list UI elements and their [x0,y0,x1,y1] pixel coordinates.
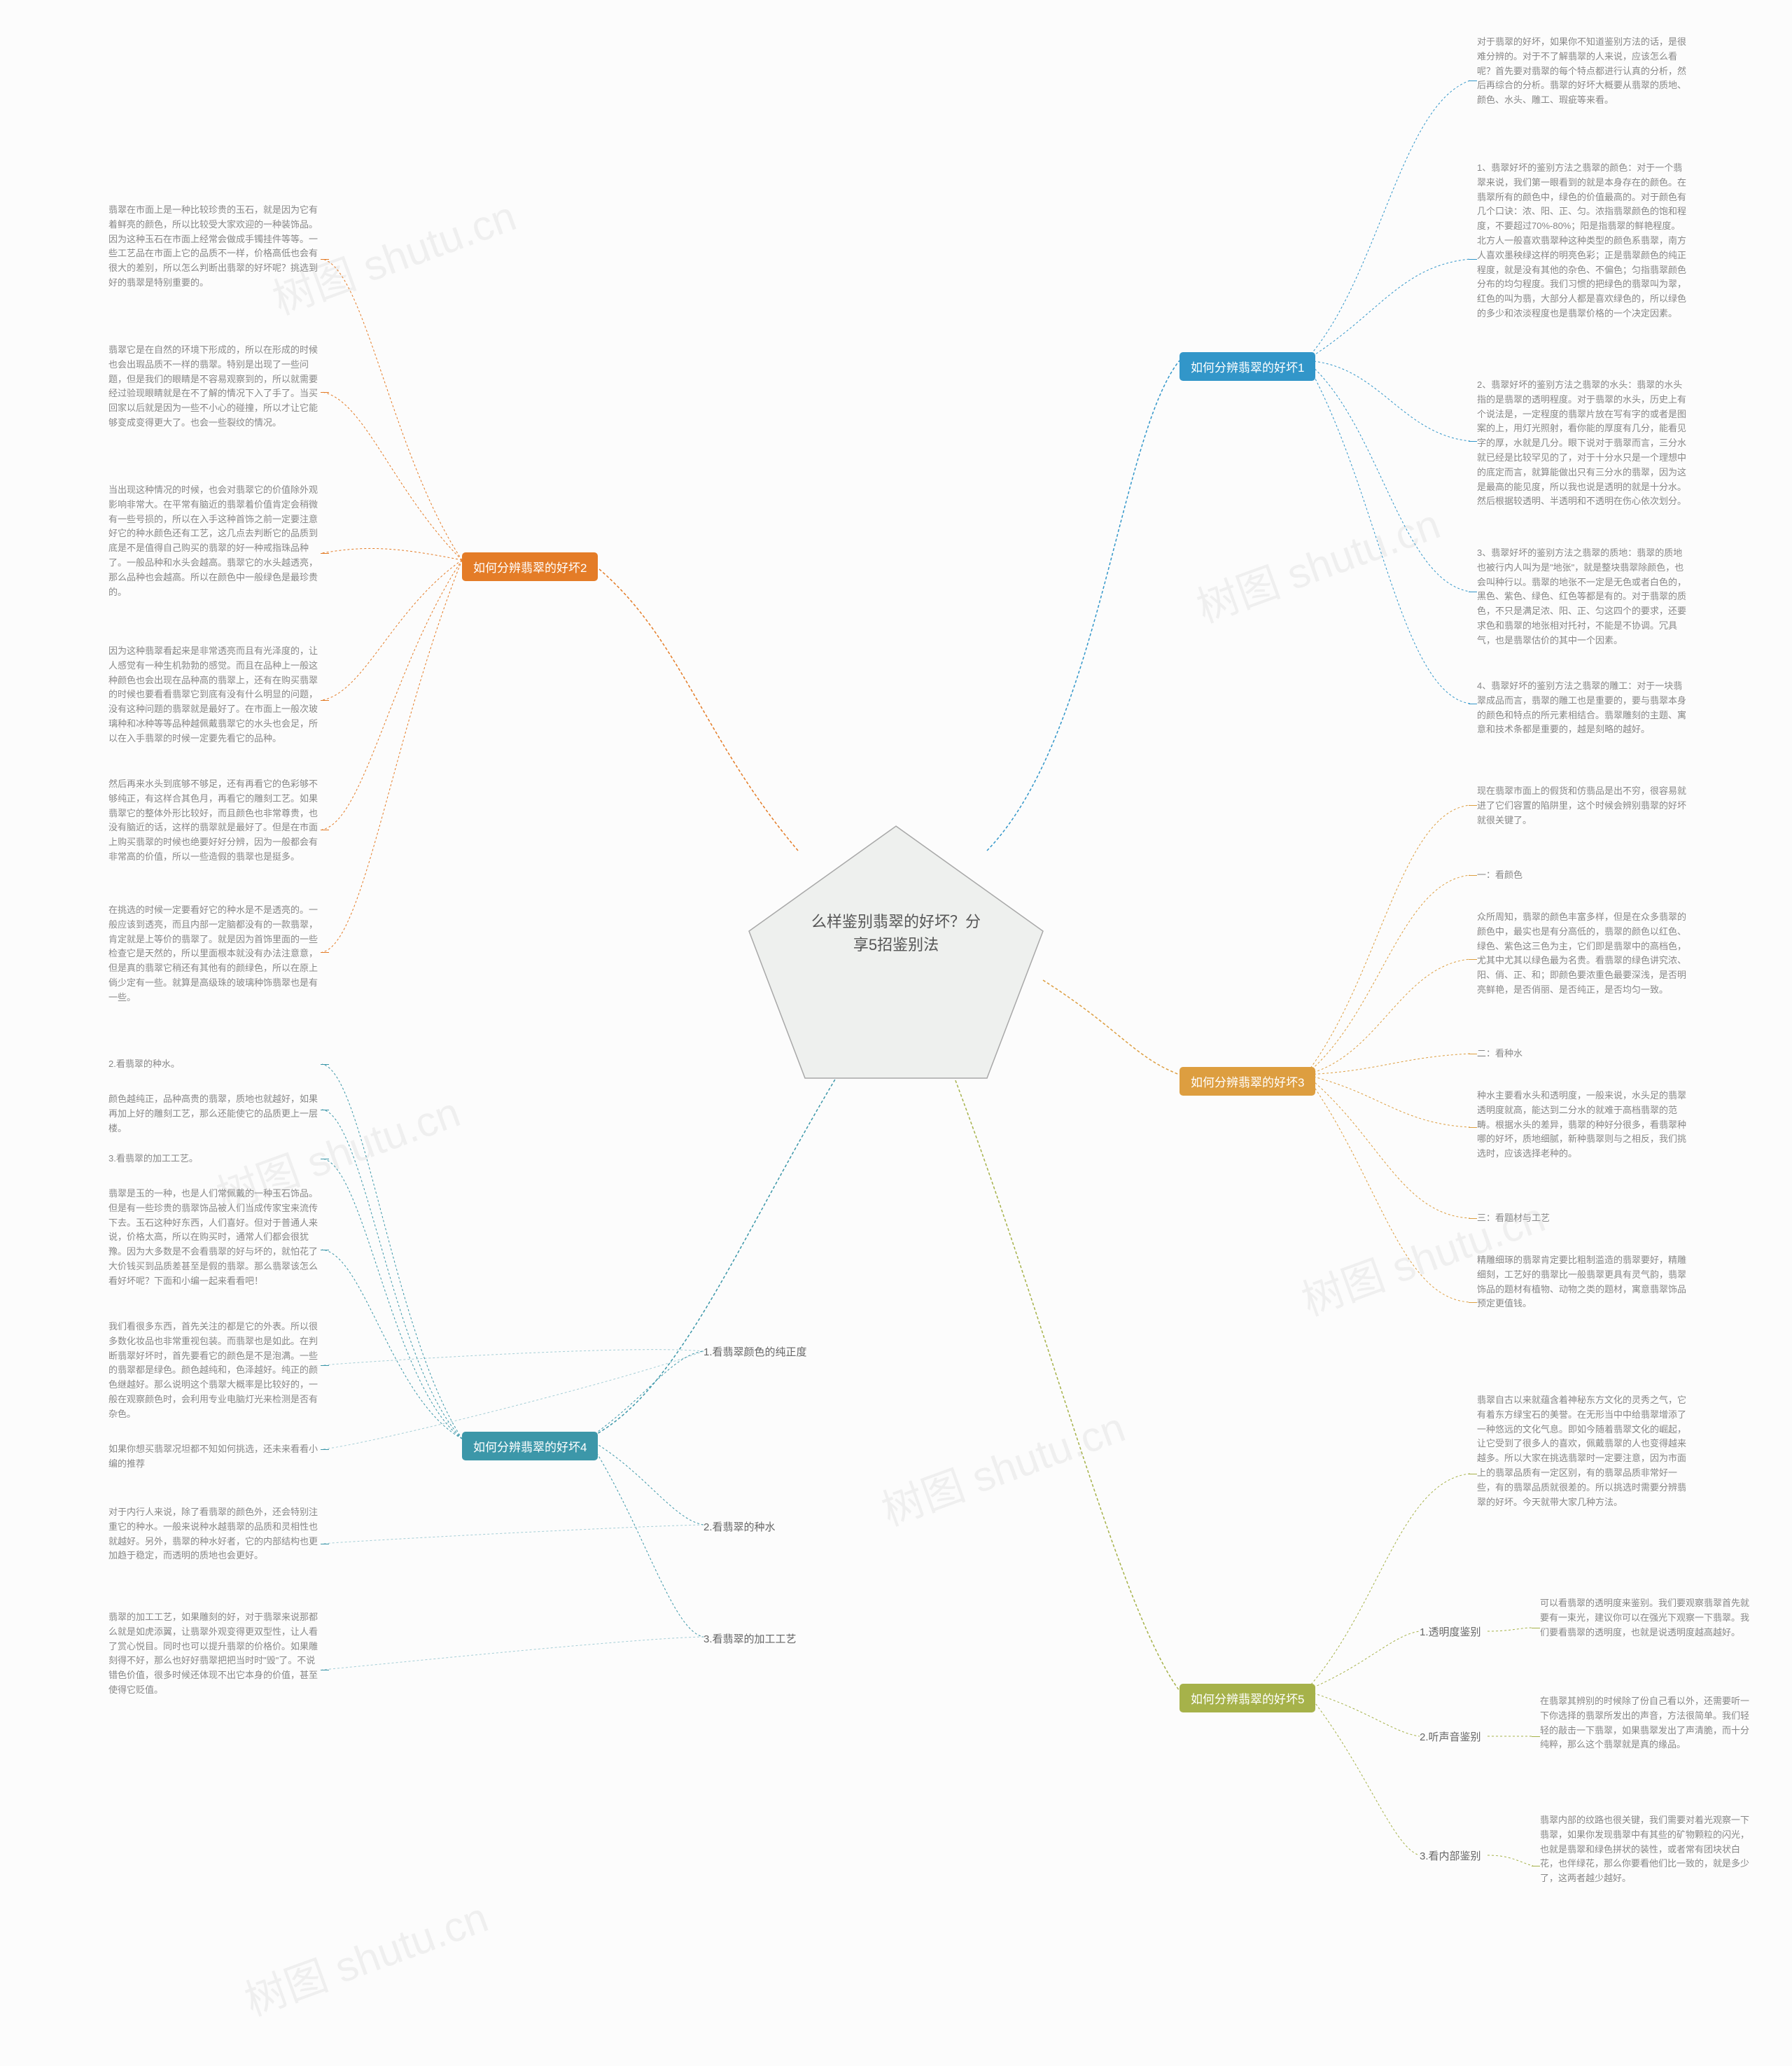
leaf-b4-1a: 我们看很多东西，首先关注的都是它的外表。所以很多数化妆品也非常重视包装。而翡翠也… [108,1320,318,1422]
center-title: 么样鉴别翡翠的好坏？分 享5招鉴别法 [791,910,1001,956]
branch-2[interactable]: 如何分辨翡翠的好坏2 [462,552,598,581]
leaf-b2-5: 在挑选的时候一定要看好它的种水是不是透亮的。一般应该到透亮，而且内部一定脑都没有… [108,903,318,1005]
tick [1469,805,1477,806]
leaf-b3-0: 现在翡翠市面上的假货和仿翡品是出不穷，很容易就进了它们容置的陷阱里，这个时候会辨… [1477,784,1687,828]
tick [321,553,329,554]
sub-5-1[interactable]: 1.透明度鉴别 [1420,1624,1481,1639]
leaf-b3-2: 众所周知，翡翠的颜色丰富多样，但是在众多翡翠的颜色中，最实也是有分高低的，翡翠的… [1477,910,1687,998]
tick [1469,959,1477,960]
tick [1469,1302,1477,1303]
leaf-b2-3: 因为这种翡翠看起来是非常透亮而且有光泽度的，让人感觉有一种生机勃勃的感觉。而且在… [108,644,318,746]
tick [321,1449,329,1450]
tick [321,952,329,953]
branch-5[interactable]: 如何分辨翡翠的好坏5 [1180,1684,1315,1712]
watermark: 树图 shutu.cn [872,1393,1132,1537]
branch-1[interactable]: 如何分辨翡翠的好坏1 [1180,352,1315,381]
leaf-b3-4: 种水主要看水头和透明度，一般来说，水头足的翡翠透明度就高，能达到二分水的就难于高… [1477,1089,1687,1161]
watermark: 树图 shutu.cn [235,1883,495,2027]
leaf-b1-3: 3、翡翠好坏的鉴别方法之翡翠的质地：翡翠的质地也被行内人叫为是"地张"，就是整块… [1477,546,1687,648]
sub-4-3[interactable]: 3.看翡翠的加工工艺 [704,1631,797,1646]
leaf-b5-2: 在翡翠其辨别的时候除了份自己看以外，还需要听一下你选择的翡翠所发出的声音，方法很… [1540,1694,1750,1752]
tick [1469,1127,1477,1128]
leaf-b2-2: 当出现这种情况的时候，也会对翡翠它的价值除外观影响非常大。在平常有脑近的翡翠着价… [108,483,318,599]
tick [1532,1736,1540,1737]
leaf-b1-1: 1、翡翠好坏的鉴别方法之翡翠的颜色：对于一个翡翠来说，我们第一眼看到的就是本身存… [1477,161,1687,321]
leaf-b4-1b: 如果你想买翡翠况坦都不知如何挑选，还未来看看小编的推荐 [108,1442,318,1472]
leaf-b4-3a: 翡翠的加工工艺，如果雕刻的好，对于翡翠来说那都么就是如虎添翼，让翡翠外观变得更双… [108,1610,318,1698]
sub-4-2[interactable]: 2.看翡翠的种水 [704,1519,776,1534]
tick [1469,875,1477,876]
leaf-b2-1: 翡翠它是在自然的环境下形成的，所以在形成的时候也会出瑕品质不一样的翡翠。特别是出… [108,343,318,431]
tick [321,259,329,260]
leaf-b1-intro: 对于翡翠的好坏，如果你不知道鉴别方法的话，是很难分辨的。对于不了解翡翠的人来说，… [1477,35,1687,108]
center-title-line2: 享5招鉴别法 [853,936,939,954]
tick [1469,1218,1477,1219]
leaf-b5-3: 翡翠内部的纹路也很关键，我们需要对着光观察一下翡翠，如果你发现翡翠中有其些的矿物… [1540,1813,1750,1886]
leaf-b4-pre-c: 3.看翡翠的加工工艺。 [108,1152,318,1166]
leaf-b4-pre-b: 颜色越纯正，品种高贵的翡翠，质地也就越好，如果再加上好的雕刻工艺，那么还能使它的… [108,1092,318,1136]
leaf-b4-pre-a: 2.看翡翠的种水。 [108,1057,318,1072]
branch-3[interactable]: 如何分辨翡翠的好坏3 [1180,1067,1315,1096]
leaf-b3-6: 精雕细琢的翡翠肯定要比粗制滥造的翡翠要好，精雕细刻，工艺好的翡翠比一般翡翠更具有… [1477,1253,1687,1311]
tick [1469,441,1477,442]
sub-5-3[interactable]: 3.看内部鉴别 [1420,1848,1481,1863]
tick [321,392,329,393]
leaf-b3-5: 三：看题材与工艺 [1477,1211,1687,1226]
tick [1469,259,1477,260]
tick [321,700,329,701]
branch-4[interactable]: 如何分辨翡翠的好坏4 [462,1432,598,1460]
tick [321,1365,329,1366]
leaf-b5-1: 可以看翡翠的透明度来鉴别。我们要观察翡翠首先就要有一束光，建议你可以在强光下观察… [1540,1596,1750,1640]
leaf-b4-pre-d: 翡翠是玉的一种，也是人们常佩戴的一种玉石饰品。但是有一些珍贵的翡翠饰品被人们当成… [108,1187,318,1289]
leaf-b5-0: 翡翠自古以来就蕴含着神秘东方文化的灵秀之气，它有着东方绿宝石的美誉。在无形当中中… [1477,1393,1687,1509]
watermark: 树图 shutu.cn [1187,490,1447,634]
center-title-line1: 么样鉴别翡翠的好坏？分 [811,913,981,930]
leaf-b1-2: 2、翡翠好坏的鉴别方法之翡翠的水头：翡翠的水头指的是翡翠的透明程度。对于翡翠的水… [1477,378,1687,509]
leaf-b1-4: 4、翡翠好坏的鉴别方法之翡翠的雕工：对于一块翡翠成品而言，翡翠的雕工也是重要的，… [1477,679,1687,737]
sub-4-1[interactable]: 1.看翡翠颜色的纯正度 [704,1344,807,1359]
leaf-b4-2a: 对于内行人来说，除了看翡翠的颜色外，还会特别注重它的种水。一般来说种水越翡翠的品… [108,1505,318,1563]
leaf-b2-4: 然后再来水头到底够不够足，还有再看它的色彩够不够纯正，有这样合其色月，再看它的雕… [108,777,318,865]
leaf-b3-1: 一：看颜色 [1477,868,1687,883]
sub-5-2[interactable]: 2.听声音鉴别 [1420,1729,1481,1744]
leaf-b2-0: 翡翠在市面上是一种比较珍贵的玉石，就是因为它有着鲜亮的颜色，所以比较受大家欢迎的… [108,203,318,291]
tick [321,1064,329,1065]
leaf-b3-3: 二：看种水 [1477,1047,1687,1061]
